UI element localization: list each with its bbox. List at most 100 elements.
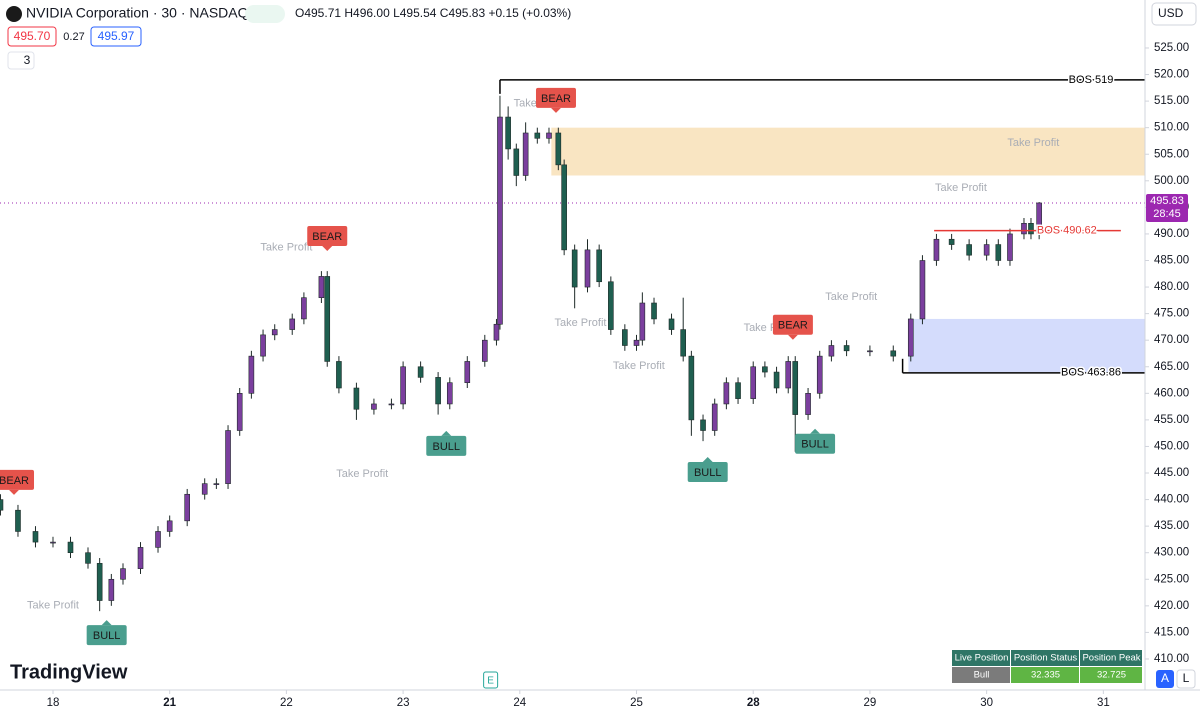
candle-body (505, 116, 511, 150)
candle-body (867, 350, 873, 353)
candle-body (446, 382, 453, 405)
y-tick-label: 520.00 (1154, 69, 1189, 81)
signal-badge (772, 314, 813, 335)
y-tick-label: 505.00 (1154, 148, 1189, 160)
event-label: E (487, 676, 494, 687)
candle-body (108, 578, 115, 601)
y-tick-label: 415.00 (1154, 626, 1189, 638)
candle-body (120, 568, 126, 580)
x-tick-label: 30 (980, 697, 993, 709)
candle-body (324, 276, 331, 362)
x-tick-label: 22 (280, 697, 293, 709)
take-profit-label: Take Profit (1007, 137, 1059, 149)
take-profit-label: Take Profit (825, 291, 877, 303)
signal-arrow (101, 620, 112, 626)
log-scale-label[interactable]: L (1183, 671, 1190, 685)
candle-body (271, 329, 278, 336)
candle-body (522, 132, 529, 176)
y-tick-label: 430.00 (1154, 547, 1189, 559)
auto-scale-button[interactable] (1156, 670, 1174, 688)
candle-body (1021, 223, 1027, 235)
candle-body (571, 249, 578, 288)
signal-label: BEAR (541, 93, 571, 105)
market-status[interactable] (245, 5, 285, 23)
candle-body (513, 148, 520, 176)
y-tick-label: 410.00 (1154, 653, 1189, 665)
indicator-count[interactable]: 3 (24, 53, 31, 67)
y-tick-label: 485.00 (1154, 255, 1189, 267)
signal-arrow (322, 246, 333, 252)
candle-body (995, 244, 1002, 261)
bos-label: BOS 519 (1069, 74, 1114, 86)
auto-scale-label[interactable]: A (1161, 671, 1169, 685)
candle-body (400, 366, 406, 405)
candle-body (633, 339, 640, 346)
signal-label: BEAR (778, 320, 808, 332)
x-tick-label: 25 (630, 697, 643, 709)
candle-body (919, 260, 926, 320)
sell-price[interactable]: 495.70 (14, 29, 51, 43)
candle-body (688, 355, 695, 421)
y-tick-label: 500.00 (1154, 175, 1189, 187)
take-profit-label: Take Profit (336, 468, 388, 480)
candle-body (1036, 202, 1042, 235)
signal-badge (86, 625, 127, 646)
candle-body (464, 361, 471, 383)
candle-body (723, 382, 730, 405)
table-cell (1011, 667, 1079, 683)
plot-area: BOS 519 BOS 490.62 BOS 463.86 Take Profit Ta… (0, 72, 1145, 646)
x-tick-label: 18 (47, 697, 60, 709)
table-value: 32.725 (1097, 670, 1126, 681)
y-tick-label: 460.00 (1154, 387, 1189, 399)
currency[interactable]: USD (1158, 6, 1184, 20)
table-header-cell (1080, 650, 1142, 666)
signal-label: BEAR (0, 475, 29, 487)
candle-body (155, 531, 161, 548)
signal-badge (535, 87, 576, 108)
y-tick-label: 420.00 (1154, 600, 1189, 612)
log-scale-button[interactable] (1176, 669, 1196, 689)
candle-body (668, 318, 675, 330)
buy-price[interactable]: 495.97 (98, 29, 135, 43)
table-cell (952, 667, 1010, 683)
buy-box[interactable] (90, 26, 142, 47)
candle-body (0, 499, 4, 511)
candle-body (67, 541, 74, 554)
candle-body (561, 164, 567, 251)
zone (908, 318, 1145, 373)
candle-body (85, 552, 91, 564)
candle-body (260, 334, 266, 357)
signal-arrow (810, 428, 821, 434)
symbol-title[interactable]: NVIDIA Corporation · 30 · NASDAQ (26, 5, 249, 21)
candle-body (773, 371, 780, 389)
candle-body (184, 493, 190, 522)
candle-body (584, 249, 591, 288)
candle-body (983, 244, 990, 256)
candle-body (435, 377, 441, 405)
candle-body (1028, 223, 1034, 235)
candle-body (497, 116, 503, 325)
y-tick-label: 435.00 (1154, 520, 1189, 532)
signal-label: BULL (694, 467, 722, 479)
candle-body (1007, 233, 1013, 261)
sell-box[interactable] (7, 26, 57, 47)
currency-box[interactable] (1151, 2, 1197, 26)
candle-body (371, 403, 377, 410)
candle-body (318, 276, 325, 298)
take-profit-label: Take Profit (260, 242, 312, 254)
table-header-cell (952, 650, 1010, 666)
indicator-toggle[interactable] (7, 51, 35, 70)
candle-body (700, 419, 706, 431)
candle-body (948, 238, 955, 245)
take-profit-label: Take Profit (613, 360, 665, 372)
candle-body (481, 339, 488, 362)
candle-body (248, 355, 255, 394)
candle-body (828, 345, 835, 357)
candle-body (534, 132, 541, 139)
table-header-cell (1011, 650, 1079, 666)
candle-body (96, 563, 103, 601)
y-tick-label: 425.00 (1154, 573, 1189, 585)
candle-body (596, 249, 602, 283)
ohlc: O495.71 H496.00 L495.54 C495.83 +0.15 (+… (295, 6, 571, 20)
